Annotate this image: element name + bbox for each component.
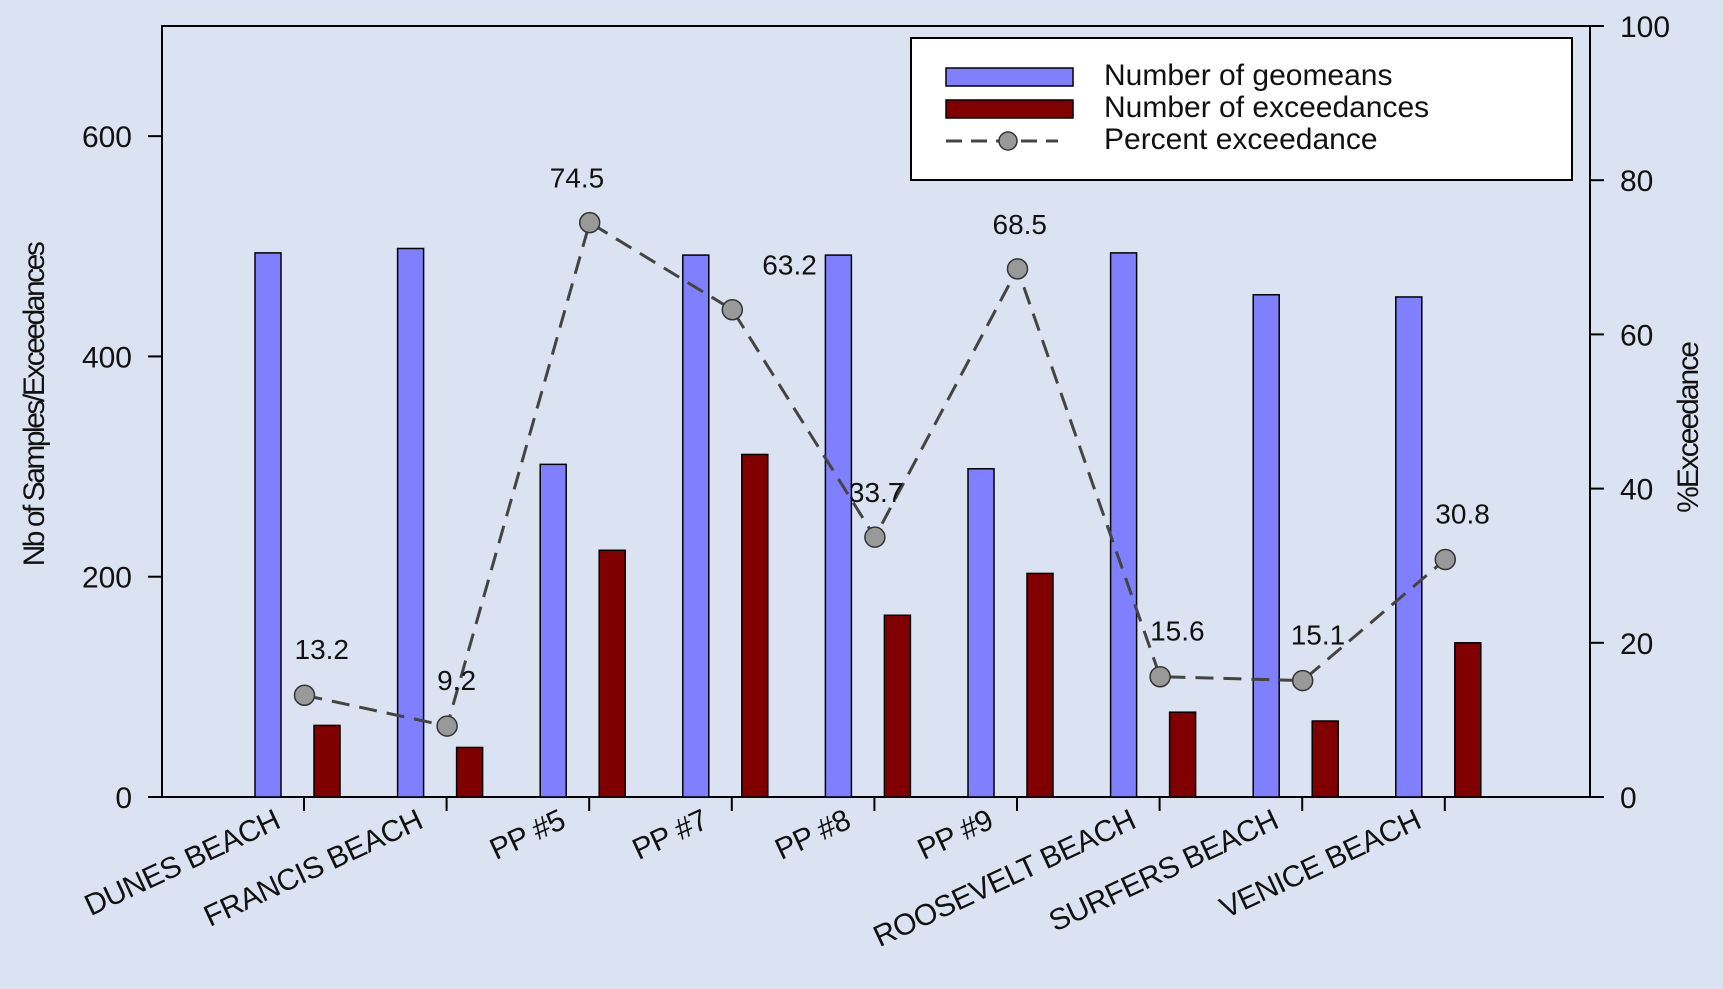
percent-data-label: 33.7: [849, 477, 904, 508]
percent-data-label: 9.2: [437, 665, 476, 696]
percent-line-group: 13.2 9.2 74.5 63.2 33.7 68.5 15.6 15.1 30.8: [293, 163, 1490, 737]
x-tick-label: PP #5: [485, 803, 570, 866]
bar-exceedances: [883, 614, 912, 798]
bars-group: [254, 247, 1482, 798]
bar-exceedances: [1311, 720, 1339, 798]
y2-axis-label: %Exceedance: [1672, 342, 1705, 513]
bar-geomeans: [967, 468, 995, 798]
y2-tick-label: 60: [1620, 319, 1653, 352]
bar-geomeans: [396, 247, 425, 798]
y2-tick-label: 40: [1620, 474, 1653, 507]
bar-exceedances: [741, 453, 769, 798]
bar-geomeans: [824, 254, 853, 798]
legend-label-percent: Percent exceedance: [1104, 123, 1378, 156]
y2-tick-label: 80: [1620, 165, 1653, 198]
x-tick-label: ROOSEVELT BEACH: [868, 803, 1140, 953]
x-tick-label: PP #9: [913, 803, 998, 866]
percent-marker: [1149, 665, 1171, 688]
bar-geomeans: [1395, 296, 1423, 798]
bar-exceedances: [455, 746, 484, 798]
right-axis: 0 20 40 60 80 100: [1590, 11, 1670, 815]
bar-exceedances: [598, 549, 626, 798]
y-tick-label: 600: [82, 121, 132, 154]
legend-label-geomeans: Number of geomeans: [1104, 59, 1393, 92]
y-tick-label: 0: [115, 782, 132, 815]
bar-geomeans: [539, 463, 567, 798]
y-tick-label: 200: [82, 562, 132, 595]
percent-data-label: 15.6: [1150, 616, 1205, 647]
percent-data-label: 74.5: [550, 163, 605, 194]
x-tick-label: PP #8: [770, 803, 855, 866]
percent-data-label: 13.2: [295, 634, 350, 665]
bar-geomeans: [254, 252, 282, 798]
y2-tick-label: 20: [1620, 628, 1653, 661]
y-tick-label: 400: [82, 341, 132, 374]
x-tick-label: SURFERS BEACH: [1044, 803, 1283, 938]
percent-marker: [864, 526, 886, 548]
percent-marker: [293, 684, 316, 706]
bar-exceedances: [1026, 572, 1054, 798]
plot-border: [161, 25, 1591, 798]
bar-exceedances: [313, 724, 341, 798]
legend-swatch-marker: [998, 131, 1018, 151]
legend-label-exceedances: Number of exceedances: [1104, 91, 1429, 124]
y-axis-label: Nb of Samples/Exceedances: [18, 242, 51, 566]
y2-tick-label: 0: [1620, 782, 1637, 815]
legend: Number of geomeans Number of exceedances…: [910, 37, 1573, 181]
legend-swatch-exceedances: [945, 99, 1074, 119]
plot-area: [161, 25, 1591, 798]
percent-marker: [1006, 258, 1029, 280]
bar-geomeans: [1109, 252, 1138, 798]
y2-tick-label: 100: [1620, 11, 1670, 44]
bar-exceedances: [1454, 642, 1482, 798]
percent-marker: [1434, 548, 1457, 571]
bar-geomeans: [1252, 293, 1280, 798]
percent-data-label: 30.8: [1435, 499, 1490, 530]
percent-data-label: 63.2: [762, 250, 817, 281]
bar-geomeans: [682, 254, 710, 798]
left-axis: 0 200 400 600: [82, 121, 162, 815]
percent-marker: [1291, 669, 1314, 692]
percent-data-label: 68.5: [993, 209, 1048, 240]
percent-data-label: 15.1: [1291, 620, 1346, 651]
legend-swatch-geomeans: [945, 67, 1074, 87]
x-tick-label: PP #7: [627, 803, 712, 866]
bar-exceedances: [1168, 711, 1197, 798]
percent-marker: [578, 211, 601, 234]
percent-marker: [721, 298, 744, 321]
percent-marker: [436, 715, 458, 737]
